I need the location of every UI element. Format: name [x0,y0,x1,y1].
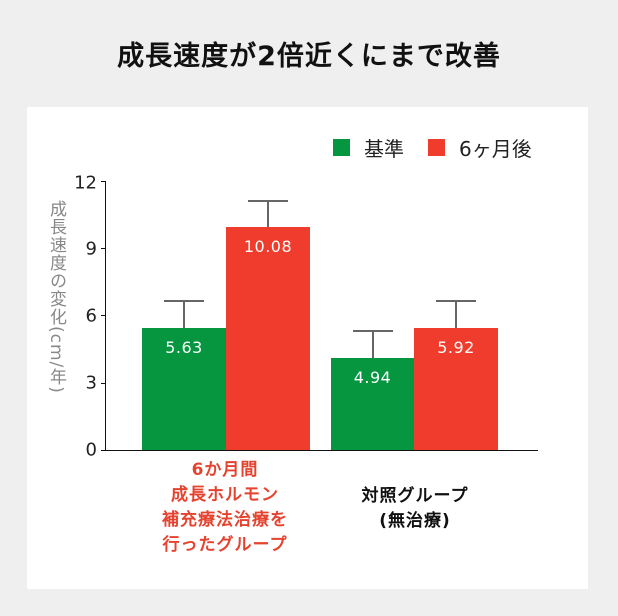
x-axis-line [101,450,538,451]
error-bar [183,301,185,328]
y-tick [101,181,106,182]
category-label-line: 補充療法治療を [162,510,288,530]
y-tick-label: 12 [74,172,97,194]
y-axis-label: 成長速度の変化(cm/年) [46,200,66,394]
error-bar-cap [353,330,393,332]
error-bar [455,301,457,328]
y-tick [101,315,106,316]
category-label-line: 6か月間 [191,460,259,480]
error-bar-cap [164,300,204,302]
y-tick [101,383,106,384]
chart-title: 成長速度が2倍近くにまで改善 [117,41,501,72]
error-bar-cap [436,300,476,302]
y-tick-label: 6 [85,305,97,327]
bar-group1-6months: 10.08 [226,227,310,450]
bar-value-label: 10.08 [243,237,293,256]
bar-value-label: 5.92 [437,338,475,357]
legend-swatch-6months [428,138,445,156]
category-label-treatment-group: 6か月間 成長ホルモン 補充療法治療を 行ったグループ [135,458,315,558]
category-label-control-group: 対照グループ (無治療) [330,484,500,534]
error-bar-cap [248,200,288,202]
legend-swatch-baseline [333,138,350,156]
error-bar [372,331,374,358]
y-tick-label: 9 [85,238,97,260]
bar-value-label: 4.94 [353,368,392,387]
bar-value-label: 5.63 [165,338,203,357]
bar-group1-baseline: 5.63 [142,328,226,450]
bar-group2-baseline: 4.94 [331,358,414,450]
error-bar [267,201,269,227]
legend-label-6months: 6ヶ月後 [459,136,532,161]
legend: 基準 6ヶ月後 [333,136,556,161]
y-tick [101,248,106,249]
bar-group2-6months: 5.92 [414,328,498,450]
category-label-line: (無治療) [379,511,451,531]
legend-item-baseline: 基準 [333,133,404,162]
y-tick-label: 3 [85,372,97,394]
category-label-line: 対照グループ [361,486,469,506]
legend-item-6months: 6ヶ月後 [428,133,532,162]
category-label-line: 成長ホルモン [171,485,279,505]
legend-label-baseline: 基準 [364,136,404,161]
category-label-line: 行ったグループ [162,535,288,555]
y-tick-label: 0 [85,439,97,461]
